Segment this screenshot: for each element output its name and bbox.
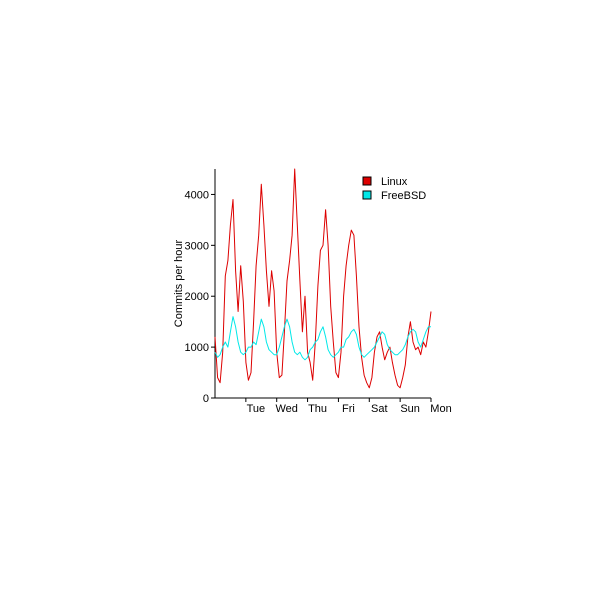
axes bbox=[214, 169, 431, 399]
legend-label-linux: Linux bbox=[381, 176, 408, 188]
y-tick-label: 3000 bbox=[185, 240, 209, 252]
x-tick-label: Sun bbox=[400, 403, 420, 415]
legend-swatch-freebsd bbox=[362, 190, 372, 200]
x-tick-label: Thu bbox=[308, 403, 327, 415]
y-tick-label: 2000 bbox=[185, 291, 209, 303]
y-axis-label: Commits per hour bbox=[173, 239, 185, 327]
x-ticks: Tue Wed Thu Fri Sat Sun Mon bbox=[245, 398, 452, 415]
x-tick-label: Tue bbox=[247, 403, 266, 415]
y-ticks: 0 1000 2000 3000 4000 bbox=[185, 189, 215, 405]
series-line-freebsd bbox=[214, 316, 431, 361]
x-tick-label: Wed bbox=[276, 403, 298, 415]
x-tick-label: Fri bbox=[342, 403, 355, 415]
legend-label-freebsd: FreeBSD bbox=[381, 190, 426, 202]
y-tick-label: 1000 bbox=[185, 342, 209, 354]
y-tick-label: 4000 bbox=[185, 189, 209, 201]
y-tick-label: 0 bbox=[203, 393, 209, 405]
series-line-linux bbox=[214, 168, 432, 389]
series-lines bbox=[214, 168, 432, 389]
legend: Linux FreeBSD bbox=[362, 176, 426, 202]
x-tick-label: Sat bbox=[371, 403, 388, 415]
x-tick-label: Mon bbox=[430, 403, 451, 415]
legend-swatch-linux bbox=[362, 176, 372, 186]
